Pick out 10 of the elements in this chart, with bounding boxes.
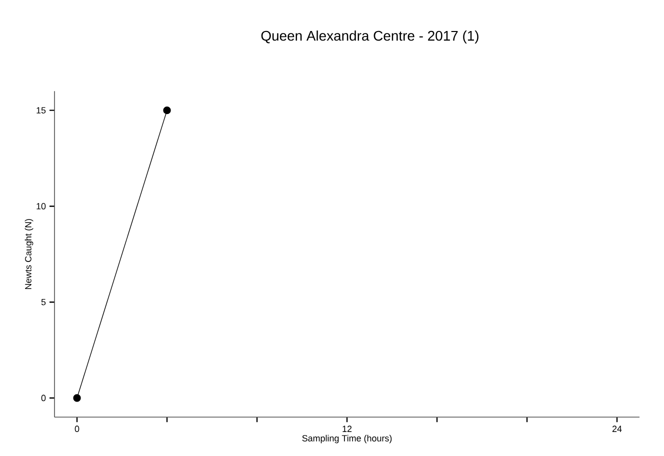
x-tick-label: 24 bbox=[612, 426, 622, 432]
x-tick-label: 12 bbox=[342, 426, 352, 432]
chart-title: Queen Alexandra Centre - 2017 (1) bbox=[261, 30, 478, 44]
y-tick-label: 5 bbox=[41, 298, 46, 306]
y-tick-label: 15 bbox=[36, 107, 46, 114]
y-axis-title: Newts Caught (N) bbox=[24, 219, 34, 290]
x-tick-label: 0 bbox=[74, 426, 80, 432]
y-tick-label: 10 bbox=[36, 203, 46, 210]
x-axis-title: Sampling Time (hours) bbox=[302, 434, 392, 444]
y-tick-label: 0 bbox=[41, 394, 46, 402]
